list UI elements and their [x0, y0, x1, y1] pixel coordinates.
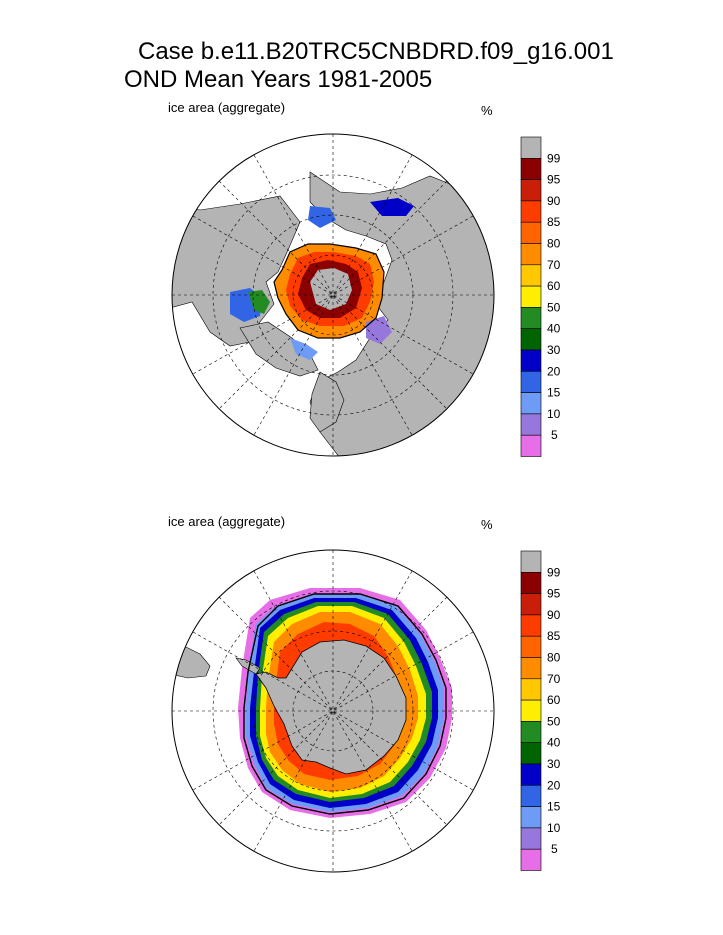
north-colorbar-label: 60 — [547, 279, 561, 293]
north-colorbar-label: 70 — [547, 258, 561, 272]
south-colorbar-swatch — [520, 657, 542, 680]
north-colorbar-label: 10 — [547, 407, 561, 421]
south-colorbar-label: 90 — [547, 608, 561, 622]
south-colorbar-swatch — [520, 827, 542, 850]
greenland-land — [239, 321, 319, 377]
south-colorbar-swatch — [520, 593, 542, 616]
north-colorbar-swatch — [520, 264, 542, 287]
antarctic-ice-outline — [243, 593, 447, 815]
north-colorbar-swatch — [520, 221, 542, 244]
north-graticule — [172, 134, 494, 456]
south-colorbar-label: 20 — [547, 778, 561, 792]
south-colorbar-swatch — [520, 635, 542, 658]
north-polar-map — [171, 133, 495, 457]
north-colorbar-swatches — [520, 136, 542, 457]
south-colorbar-swatch — [520, 742, 542, 765]
north-colorbar-swatch — [520, 179, 542, 202]
south-colorbar-swatch — [520, 848, 542, 871]
south-colorbar-swatch — [520, 721, 542, 743]
south-colorbar-label: 30 — [547, 757, 561, 771]
south-colorbar-label: 40 — [547, 736, 561, 750]
north-colorbar-label: 90 — [547, 194, 561, 208]
north-colorbar-label: 80 — [547, 237, 561, 251]
south-colorbar-swatch — [520, 614, 542, 637]
north-colorbar-label: 40 — [547, 322, 561, 336]
south-colorbar-label: 80 — [547, 651, 561, 665]
scandinavia-land — [309, 371, 345, 433]
arctic-ice-edge-barents — [366, 316, 392, 344]
south-colorbar-labels: 99 95 90 85 80 70 60 50 40 30 20 15 10 5 — [547, 565, 561, 856]
north-colorbar-swatch — [520, 434, 542, 457]
north-colorbar-label: 30 — [547, 343, 561, 357]
south-colorbar-label: 5 — [551, 842, 558, 856]
north-colorbar-label: 50 — [547, 300, 561, 314]
north-colorbar-labels: 99 95 90 85 80 70 60 50 40 30 20 15 10 5 — [547, 151, 561, 442]
south-graticule — [172, 550, 494, 872]
north-colorbar-swatch — [520, 285, 542, 308]
north-colorbar-swatch — [520, 136, 542, 159]
figure-title-case: Case b.e11.B20TRC5CNBDRD.f09_g16.001 — [138, 38, 614, 65]
south-colorbar-swatch — [520, 806, 542, 829]
south-panel-label: ice area (aggregate) — [168, 514, 286, 529]
north-colorbar: 99 95 90 85 80 70 60 50 40 30 20 15 10 5 — [520, 136, 561, 457]
south-colorbar-label: 15 — [547, 800, 561, 814]
north-colorbar-label: 99 — [547, 151, 561, 165]
north-colorbar-label: 15 — [547, 386, 561, 400]
arctic-ice-edge-greenland — [290, 338, 318, 360]
north-colorbar-swatch — [520, 243, 542, 266]
north-units-label: % — [481, 103, 493, 118]
south-units-label: % — [481, 517, 493, 532]
south-colorbar-label: 99 — [547, 565, 561, 579]
arctic-ice-edge-green — [248, 290, 270, 314]
arctic-ice-edge-bering — [308, 206, 336, 228]
eurasia-land — [309, 171, 494, 456]
north-colorbar-swatch — [520, 157, 542, 180]
arctic-ice-core — [310, 268, 352, 310]
south-colorbar-label: 60 — [547, 693, 561, 707]
north-colorbar-label: 5 — [551, 428, 558, 442]
south-colorbar-swatch — [520, 550, 542, 573]
south-polar-map — [171, 549, 495, 873]
north-colorbar-swatch — [520, 392, 542, 415]
north-colorbar-swatch — [520, 349, 542, 372]
south-colorbar-swatch — [520, 678, 542, 701]
north-colorbar-label: 95 — [547, 173, 561, 187]
south-colorbar-label: 85 — [547, 629, 561, 643]
south-colorbar-label: 70 — [547, 672, 561, 686]
figure-title-period: OND Mean Years 1981-2005 — [124, 66, 433, 93]
south-colorbar-label: 50 — [547, 714, 561, 728]
north-panel-label: ice area (aggregate) — [168, 100, 286, 115]
south-colorbar-swatch — [520, 699, 542, 722]
north-colorbar-label: 20 — [547, 364, 561, 378]
north-colorbar-label: 85 — [547, 215, 561, 229]
arctic-ice-outline — [273, 243, 385, 339]
south-colorbar-swatch — [520, 571, 542, 594]
south-colorbar: 99 95 90 85 80 70 60 50 40 30 20 15 10 5 — [520, 550, 561, 871]
south-colorbar-swatch — [520, 785, 542, 807]
north-colorbar-swatch — [520, 307, 542, 329]
north-colorbar-swatch — [520, 200, 542, 223]
south-colorbar-swatches — [520, 550, 542, 871]
north-colorbar-swatch — [520, 328, 542, 351]
north-colorbar-swatch — [520, 413, 542, 436]
south-colorbar-swatch — [520, 763, 542, 786]
south-colorbar-label: 95 — [547, 587, 561, 601]
arctic-ice-edge-okhotsk — [370, 198, 414, 216]
north-colorbar-swatch — [520, 371, 542, 393]
south-colorbar-label: 10 — [547, 821, 561, 835]
